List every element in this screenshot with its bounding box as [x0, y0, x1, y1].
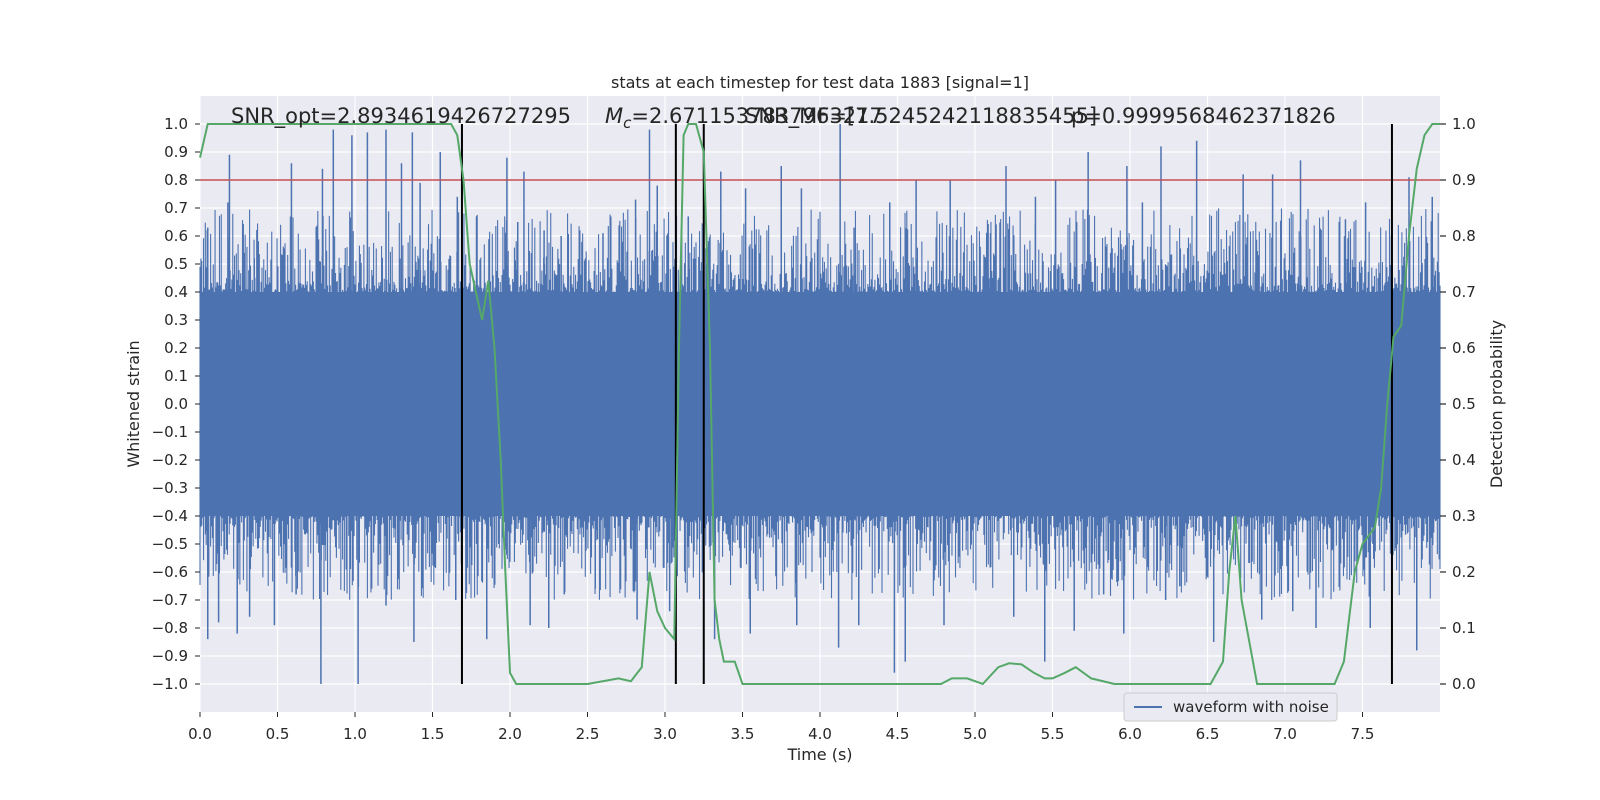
- x-tick-label: 2.0: [498, 725, 522, 743]
- detection-probability-line: [199, 123, 1440, 686]
- y-tick-label: 0.9: [164, 143, 188, 161]
- x-tick-label: 7.5: [1351, 725, 1375, 743]
- x-axis-label: Time (s): [786, 745, 852, 764]
- axes: −1.0 −0.9 −0.8 −0.7 −0.6 −0.5 −0.4 −0.3 −0.2 −0.1…: [152, 115, 1476, 743]
- y-tick-label: −0.9: [152, 647, 188, 665]
- x-tick-label: 3.5: [731, 725, 755, 743]
- overlay-layer: [199, 123, 1440, 686]
- x-tick-label: 5.5: [1041, 725, 1065, 743]
- annotation-chirp-mass: Mc=2.6711537837963217: [605, 104, 883, 132]
- y-tick-label: −0.1: [152, 423, 188, 441]
- y-tick-label: 1.0: [164, 115, 188, 133]
- x-tick-label: 1.0: [343, 725, 367, 743]
- legend-box: [1123, 692, 1338, 722]
- y-tick-label: −0.4: [152, 507, 188, 525]
- y-tick-label: −0.7: [152, 591, 188, 609]
- y-tick-label: −0.5: [152, 535, 188, 553]
- y-tick-label: −0.2: [152, 451, 188, 469]
- annotation-snr-opt: SNR_opt=2.8934619426727295: [231, 104, 571, 129]
- y2-tick-label: 0.3: [1452, 507, 1476, 525]
- y2-tick-label: 0.1: [1452, 619, 1476, 637]
- y-tick-label: 0.0: [164, 395, 188, 413]
- y2-tick-label: 0.7: [1452, 283, 1476, 301]
- y2-tick-label: 0.2: [1452, 563, 1476, 581]
- x-tick-label: 6.5: [1196, 725, 1220, 743]
- x-tick-label: 0.0: [188, 725, 212, 743]
- y-tick-label: 0.5: [164, 255, 188, 273]
- annotations: SNR_opt=2.8934619426727295 Mc=2.67115378…: [231, 104, 1336, 132]
- y-tick-label: 0.6: [164, 227, 188, 245]
- y-tick-label: 0.2: [164, 339, 188, 357]
- x-tick-label: 3.0: [653, 725, 677, 743]
- y-tick-label: −1.0: [152, 675, 188, 693]
- x-tick-label: 0.5: [266, 725, 290, 743]
- y-tick-label: 0.3: [164, 311, 188, 329]
- annotation-snr-mf: SNR_MF=[7.5245242118835455]: [745, 104, 1097, 129]
- y-tick-label: 0.8: [164, 171, 188, 189]
- waveform-noise-core: [200, 292, 1440, 516]
- x-tick-label: 7.0: [1273, 725, 1297, 743]
- y2-tick-label: 0.0: [1452, 675, 1476, 693]
- x-tick-label: 4.5: [886, 725, 910, 743]
- y2-tick-label: 0.6: [1452, 339, 1476, 357]
- y2-tick-label: 0.5: [1452, 395, 1476, 413]
- x-tick-label: 5.0: [963, 725, 987, 743]
- legend-label-waveform: waveform with noise: [1173, 698, 1329, 716]
- y-tick-label: −0.8: [152, 619, 188, 637]
- x-tick-label: 1.5: [421, 725, 445, 743]
- y-tick-label: −0.6: [152, 563, 188, 581]
- chart-title: stats at each timestep for test data 188…: [611, 73, 1029, 92]
- y2-tick-label: 0.4: [1452, 451, 1476, 469]
- y-axis-label: Whitened strain: [124, 340, 143, 467]
- y-tick-label: 0.7: [164, 199, 188, 217]
- y-tick-label: −0.3: [152, 479, 188, 497]
- y2-tick-label: 1.0: [1452, 115, 1476, 133]
- y2-tick-label: 0.9: [1452, 171, 1476, 189]
- y2-tick-label: 0.8: [1452, 227, 1476, 245]
- annotation-probability: p=0.9999568462371826: [1071, 104, 1336, 128]
- y2-axis-label: Detection probability: [1487, 320, 1506, 488]
- x-tick-label: 2.5: [576, 725, 600, 743]
- waveform-with-noise-series: [199, 124, 1441, 684]
- x-tick-label: 4.0: [808, 725, 832, 743]
- y-tick-label: 0.1: [164, 367, 188, 385]
- legend: waveform with noise: [1123, 692, 1338, 722]
- y-tick-label: 0.4: [164, 283, 188, 301]
- x-tick-label: 6.0: [1118, 725, 1142, 743]
